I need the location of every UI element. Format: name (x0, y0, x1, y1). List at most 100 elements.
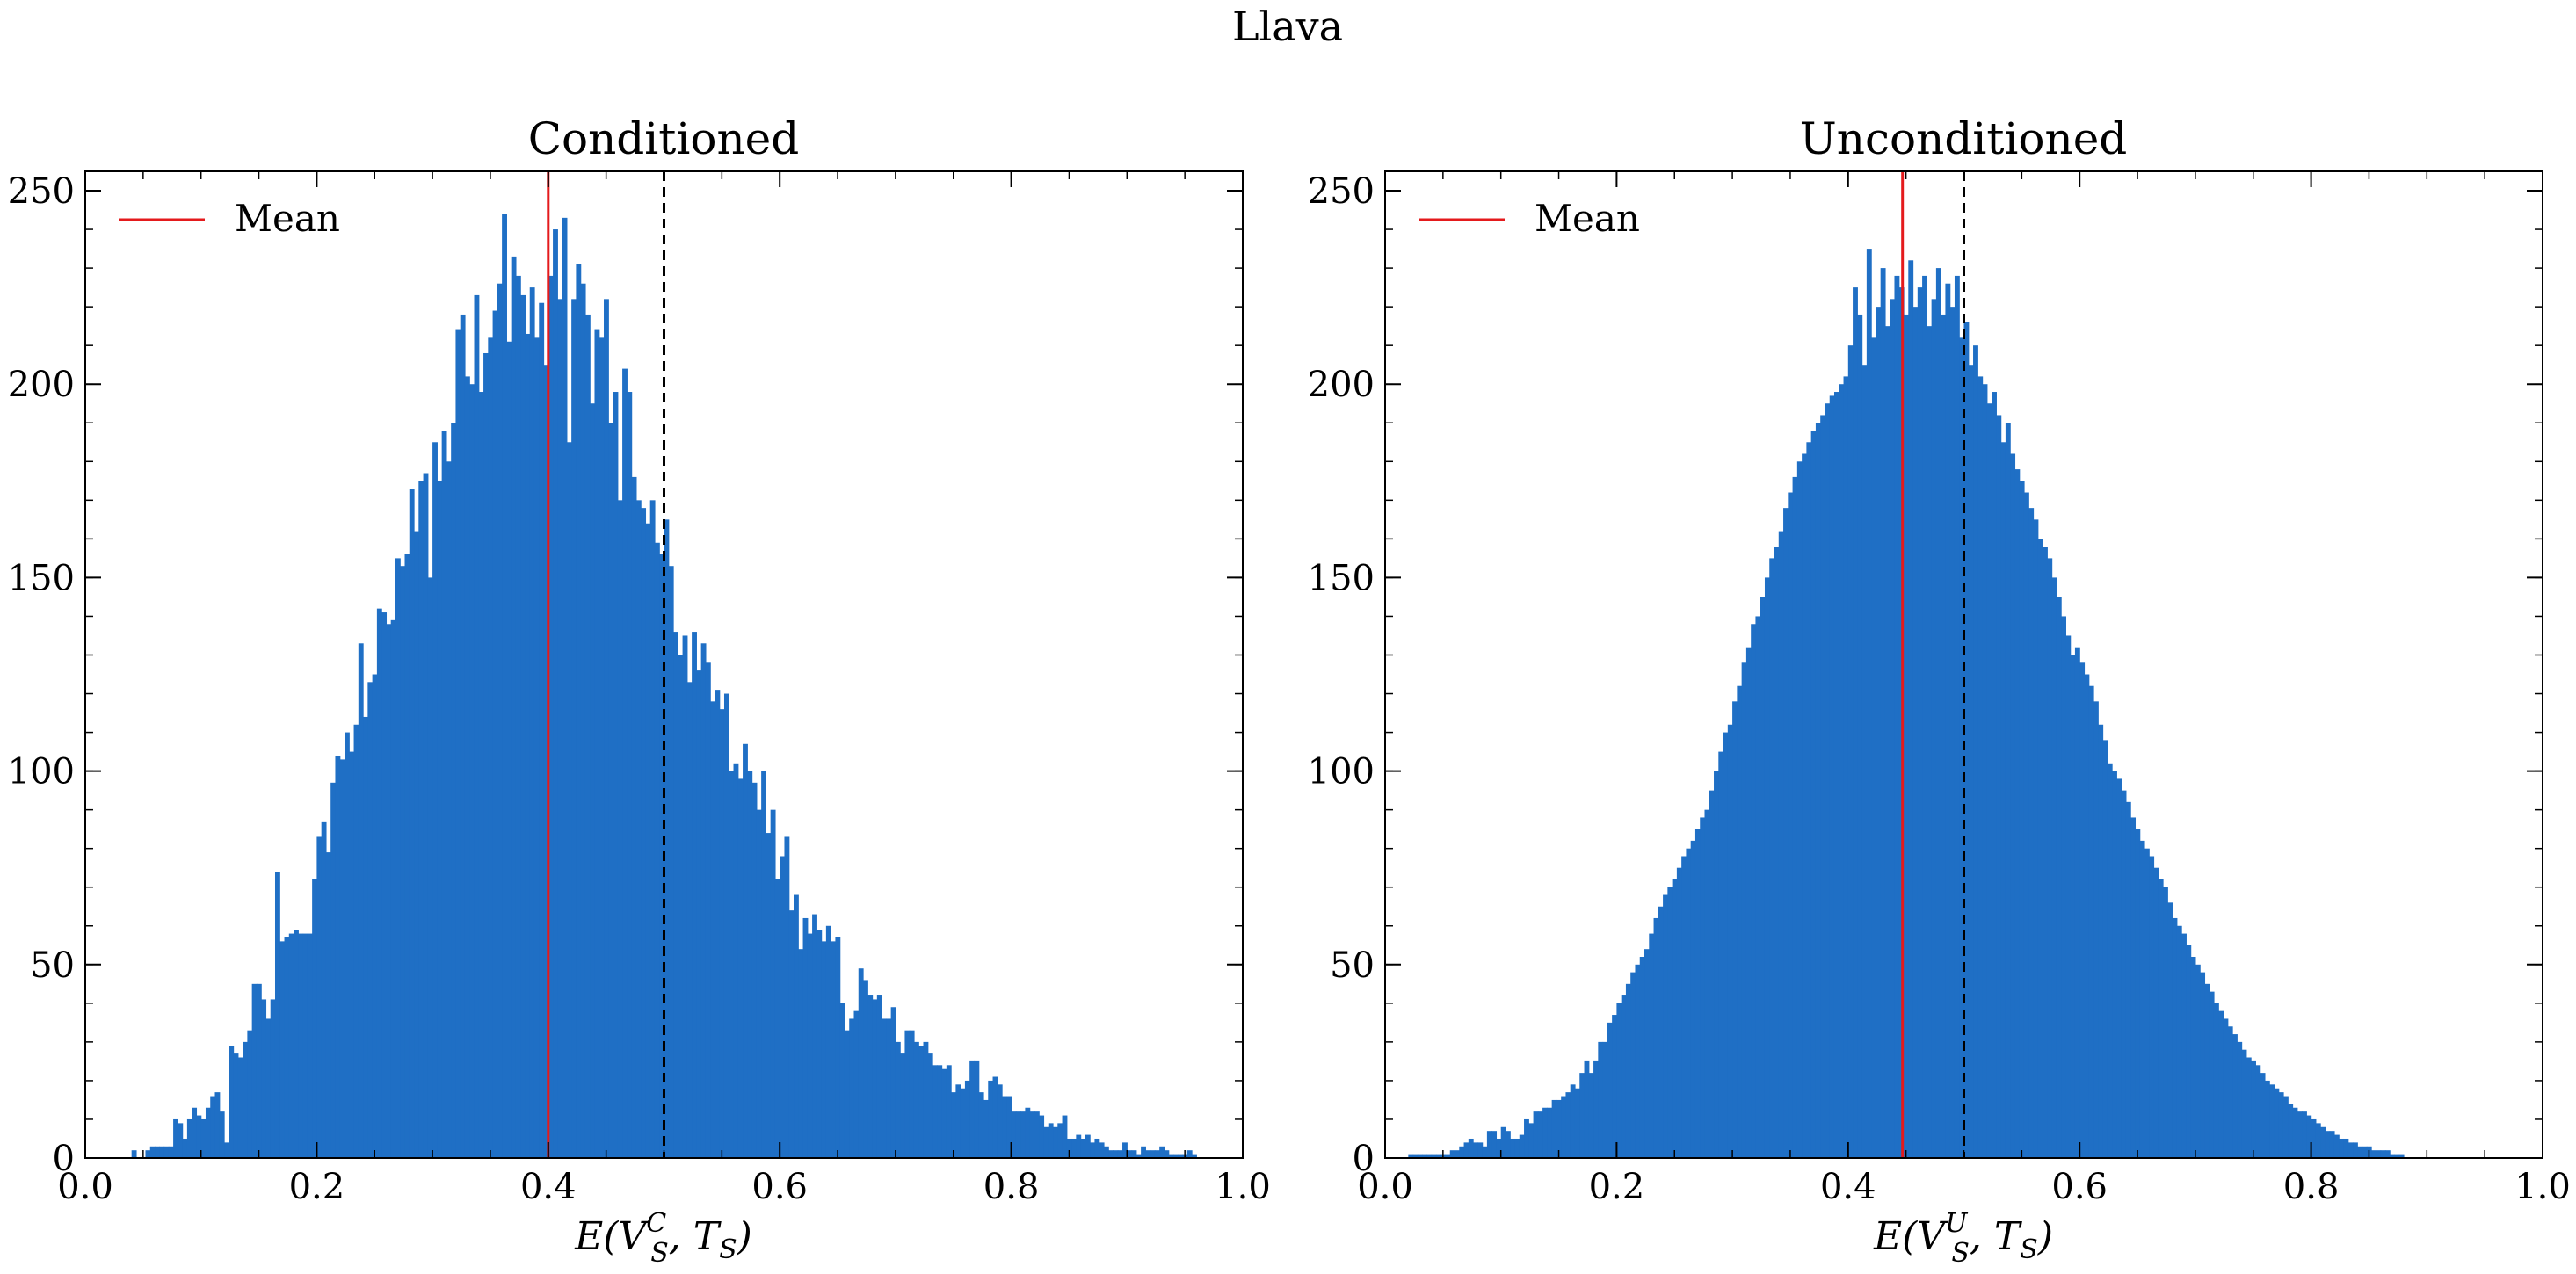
histogram-bar (1616, 1003, 1622, 1158)
histogram-bar (251, 983, 258, 1158)
histogram-bar (927, 1053, 933, 1158)
histogram-bar (372, 674, 378, 1158)
histogram-bar (1057, 1123, 1063, 1158)
histogram-bar (1127, 1150, 1133, 1158)
histogram-bar (2329, 1131, 2335, 1158)
histogram-bar (960, 1088, 966, 1158)
histogram-bar (798, 949, 804, 1158)
histogram-bar (205, 1107, 211, 1158)
histogram-bar (1876, 307, 1882, 1158)
y-tick-label: 100 (1308, 752, 1375, 793)
x-tick-label: 0.8 (2283, 1167, 2340, 1207)
histogram-bar (1417, 1154, 1423, 1158)
histogram-bar (2043, 547, 2048, 1158)
histogram-bar (1533, 1111, 1539, 1158)
histogram-bar (1588, 1073, 1594, 1158)
legend-mean-label: Mean (1535, 197, 1640, 240)
histogram-bar (1806, 442, 1812, 1158)
histogram-bar (849, 1018, 855, 1158)
histogram-bar (858, 968, 864, 1158)
histogram-bar (2347, 1142, 2354, 1158)
histogram-bar (831, 941, 837, 1158)
histogram-bar (1723, 732, 1729, 1158)
histogram-bar (645, 523, 651, 1158)
histogram-bar (659, 554, 665, 1158)
histogram-bar (441, 431, 447, 1158)
x-tick-label: 0.0 (1357, 1167, 1413, 1207)
histogram-bar (2088, 685, 2094, 1158)
y-tick-label: 250 (8, 171, 75, 212)
histogram-bar (1621, 995, 1627, 1158)
histogram-bar (1154, 1150, 1160, 1158)
histogram-bar (1556, 1099, 1562, 1158)
histogram-bar (414, 531, 419, 1158)
histogram-bar (882, 1018, 887, 1158)
histogram-bar (1922, 275, 1927, 1158)
histogram-bar (2112, 771, 2117, 1158)
histogram-bar (604, 299, 609, 1158)
histogram-bar (1431, 1154, 1437, 1158)
histogram-bar (446, 461, 452, 1158)
histogram-bar (474, 294, 480, 1158)
histogram-bar (270, 999, 276, 1158)
histogram-bar (2288, 1104, 2294, 1158)
histogram-bar (312, 879, 317, 1158)
histogram-bar (668, 566, 674, 1158)
histogram-bar (1894, 275, 1900, 1158)
histogram-bar (932, 1065, 938, 1158)
histogram-bar (2163, 887, 2168, 1158)
histogram-bar (1459, 1146, 1465, 1158)
histogram-bar (1011, 1111, 1017, 1158)
histogram-bar (863, 980, 868, 1158)
histogram-bar (2398, 1154, 2405, 1158)
histogram-bar (1579, 1073, 1586, 1158)
histogram-bar (1931, 299, 1937, 1158)
legend: Mean (1419, 197, 1640, 240)
histogram-bar (1709, 790, 1715, 1158)
histogram-bar (2241, 1049, 2247, 1158)
x-tick-label: 0.6 (2051, 1167, 2108, 1207)
histogram-bar (2325, 1131, 2331, 1158)
histogram-bar (844, 1030, 850, 1158)
histogram-bar (1435, 1154, 1441, 1158)
histogram-bar (2232, 1034, 2238, 1158)
histogram-bar (1141, 1146, 1146, 1158)
histogram-bar (1954, 275, 1960, 1158)
histogram-bar (1769, 558, 1775, 1158)
histogram-bar (1992, 392, 1997, 1158)
histogram-bar (178, 1123, 184, 1158)
histogram-bar (502, 214, 507, 1159)
histogram-bar (1968, 365, 1974, 1159)
histogram-bar (363, 716, 368, 1158)
histogram-bar (1764, 577, 1770, 1158)
histogram-bar (1630, 972, 1636, 1158)
histogram-bar (455, 329, 461, 1158)
histogram-bar (1071, 1138, 1077, 1158)
histogram-bar (1745, 647, 1752, 1158)
histogram-bar (159, 1146, 165, 1158)
histogram-bar (2023, 492, 2029, 1158)
histogram-bar (316, 836, 323, 1158)
histogram-bar (1908, 260, 1914, 1159)
histogram-bar (155, 1146, 160, 1158)
histogram-bar (696, 670, 702, 1158)
histogram-bar (2343, 1138, 2349, 1158)
histogram-bar (1700, 817, 1706, 1158)
histogram-bar (872, 999, 878, 1158)
histogram-bar (1412, 1154, 1419, 1158)
histogram-bar (2371, 1150, 2376, 1158)
x-tick-label: 1.0 (2514, 1167, 2571, 1207)
histogram-bar (451, 423, 457, 1159)
histogram-bar (1986, 403, 1992, 1158)
histogram-bar (1528, 1123, 1535, 1158)
histogram-bar (497, 283, 503, 1158)
histogram-bar (1833, 392, 1839, 1158)
histogram-bar (2098, 724, 2104, 1158)
histogram-bar (149, 1146, 156, 1158)
histogram-bar (1455, 1150, 1460, 1158)
histogram-bar (1002, 1096, 1007, 1158)
histogram-bar (2149, 856, 2155, 1158)
histogram-bar (1598, 1041, 1604, 1158)
histogram-bar (386, 624, 392, 1158)
histogram-bar (553, 229, 558, 1158)
